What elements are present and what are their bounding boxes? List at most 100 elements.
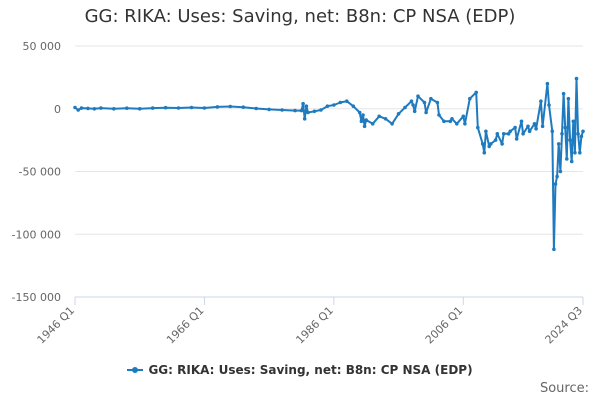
data-point	[332, 103, 336, 107]
legend[interactable]: GG: RIKA: Uses: Saving, net: B8n: CP NSA…	[0, 363, 600, 377]
data-point	[573, 150, 577, 155]
data-point	[493, 138, 498, 142]
data-point	[351, 104, 356, 108]
x-tick-label: 1946 Q1	[35, 304, 78, 347]
data-point	[424, 110, 428, 115]
data-point	[79, 106, 84, 110]
data-point	[514, 137, 519, 141]
data-point	[565, 157, 569, 161]
data-point	[411, 103, 415, 107]
data-point	[312, 109, 317, 114]
data-point	[422, 100, 427, 105]
data-point	[463, 122, 467, 126]
data-point	[429, 96, 433, 101]
data-point	[489, 142, 493, 146]
data-point	[362, 124, 367, 129]
data-point	[526, 124, 530, 129]
data-point	[560, 132, 564, 136]
data-point	[202, 106, 207, 110]
data-point	[576, 132, 580, 136]
data-point	[370, 122, 375, 126]
data-point	[519, 119, 524, 124]
data-point	[377, 114, 382, 119]
data-point	[500, 142, 504, 146]
data-point	[267, 107, 271, 112]
data-point	[301, 101, 305, 106]
data-point	[501, 132, 506, 136]
data-point	[396, 112, 401, 116]
data-point	[547, 103, 551, 107]
data-point	[474, 90, 479, 95]
data-point	[319, 108, 323, 112]
data-point	[150, 106, 155, 110]
data-point	[293, 108, 297, 113]
data-point	[574, 76, 579, 81]
data-point	[579, 134, 584, 139]
source-label[interactable]: Source:	[539, 381, 589, 396]
data-point	[163, 105, 168, 110]
series-line	[74, 77, 584, 251]
data-point	[527, 129, 532, 134]
data-point	[92, 107, 97, 111]
data-point	[569, 159, 574, 164]
x-tick-label: 1986 Q1	[293, 304, 336, 347]
data-point	[578, 150, 582, 155]
grid-lines	[75, 45, 583, 298]
data-point	[561, 91, 566, 96]
data-point	[302, 117, 307, 121]
data-point	[306, 110, 310, 115]
data-point	[482, 150, 487, 155]
data-point	[357, 110, 362, 115]
data-point	[553, 182, 558, 186]
data-point	[532, 122, 537, 126]
data-point	[125, 106, 129, 110]
data-point	[361, 113, 365, 117]
data-point	[280, 108, 284, 112]
data-point	[539, 99, 543, 103]
data-point	[508, 129, 512, 134]
data-point	[534, 127, 538, 131]
x-tick-label: 1966 Q1	[164, 304, 207, 347]
data-point	[480, 142, 485, 146]
data-point	[513, 125, 517, 130]
data-point	[412, 109, 417, 114]
data-point	[558, 169, 563, 174]
data-point	[359, 119, 364, 124]
data-point	[563, 125, 567, 130]
data-point	[228, 104, 233, 109]
data-point	[73, 105, 77, 110]
data-point	[304, 104, 309, 108]
data-point	[390, 122, 394, 126]
data-point	[338, 100, 343, 105]
y-tick-label: 0	[54, 103, 61, 116]
data-point	[112, 107, 116, 111]
data-point	[416, 94, 420, 98]
x-tick-label: 2024 Q3	[543, 304, 586, 347]
data-point	[540, 124, 545, 129]
data-point	[550, 129, 555, 134]
data-point	[555, 174, 559, 179]
data-point	[468, 96, 472, 101]
y-tick-label: -150 000	[12, 291, 61, 304]
data-point	[409, 99, 414, 103]
data-point	[450, 117, 454, 121]
data-point	[86, 106, 90, 111]
data-point	[241, 105, 246, 109]
data-point	[437, 113, 441, 117]
data-point	[137, 107, 142, 111]
data-point	[215, 105, 220, 109]
y-tick-label: -50 000	[19, 166, 61, 179]
data-point	[325, 104, 330, 108]
data-point	[461, 114, 466, 119]
data-point	[552, 247, 556, 252]
data-point	[566, 96, 571, 101]
data-point	[556, 142, 561, 146]
legend-label: GG: RIKA: Uses: Saving, net: B8n: CP NSA…	[148, 363, 473, 377]
data-point	[176, 106, 181, 110]
data-point	[455, 122, 459, 126]
data-point	[383, 117, 388, 121]
data-point	[189, 105, 194, 110]
legend-line-marker-icon	[127, 365, 144, 375]
data-point	[442, 119, 446, 124]
